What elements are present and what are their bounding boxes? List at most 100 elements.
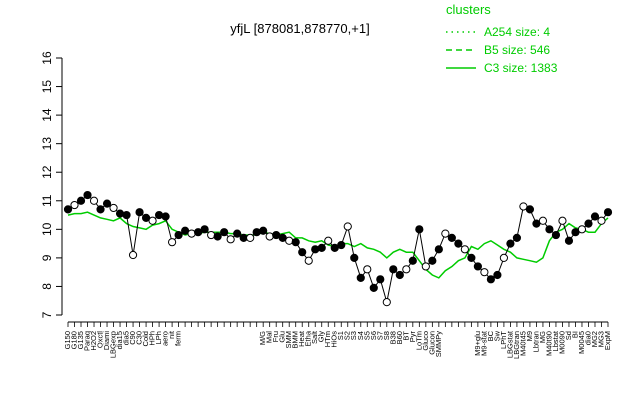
- data-point: [311, 245, 320, 254]
- x-tick-label: HTm: [323, 331, 332, 347]
- data-point: [246, 233, 255, 242]
- y-tick-label: 16: [40, 51, 54, 65]
- x-tick-label: Sd: [564, 331, 573, 340]
- data-point: [486, 275, 495, 284]
- x-tick-label: H2O2: [89, 331, 98, 351]
- x-tick-label: aero: [161, 331, 170, 346]
- x-tick-label: S1: [336, 331, 345, 340]
- x-tick-label: Cold: [141, 331, 150, 346]
- data-point: [89, 196, 99, 205]
- data-point: [356, 273, 365, 282]
- x-tick-label: S6: [369, 331, 378, 340]
- x-tick-label: Etha: [304, 330, 313, 346]
- x-tick-label: M9: [525, 331, 534, 341]
- x-tick-label: nit: [167, 330, 176, 339]
- x-tick-label: Mal: [265, 331, 274, 343]
- data-point: [233, 229, 242, 238]
- x-tick-label: HiOs: [330, 331, 339, 348]
- data-point: [76, 196, 86, 205]
- data-point: [109, 203, 118, 213]
- y-ticks: 7 8 9 10 11 12 13 14 15 16: [40, 51, 62, 318]
- x-tick-label: LBGexp: [109, 331, 118, 358]
- x-tick-label: Paraq: [83, 331, 92, 351]
- data-point: [597, 216, 606, 225]
- data-point: [564, 236, 574, 245]
- x-tick-label: Glu: [278, 331, 287, 343]
- x-tick-label: LoTm: [414, 331, 423, 350]
- data-point: [96, 205, 105, 214]
- x-tick-label: Gluco: [421, 331, 430, 351]
- x-tick-label: S7: [375, 331, 384, 340]
- legend-label-c3: C3 size: 1383: [484, 61, 558, 75]
- data-point: [161, 212, 170, 221]
- x-tick-label: M0045: [577, 331, 586, 354]
- data-point: [350, 253, 359, 262]
- y-tick-label: 10: [40, 222, 54, 236]
- data-point: [102, 199, 112, 208]
- data-point: [577, 225, 587, 234]
- x-tick-label: BMM: [291, 331, 300, 349]
- x-tick-label: Lbstat: [551, 330, 560, 351]
- data-point: [291, 238, 300, 247]
- data-point: [460, 245, 469, 254]
- x-tick-label: M9-stat: [479, 330, 488, 356]
- data-point: [174, 230, 183, 240]
- x-tick-label: Heat: [297, 330, 306, 347]
- data-point: [480, 268, 489, 277]
- data-point: [324, 236, 333, 245]
- x-tick-label: BC: [486, 330, 495, 341]
- data-point: [558, 216, 567, 225]
- x-tick-label: Fru: [271, 331, 280, 342]
- data-point: [512, 233, 522, 242]
- data-point: [499, 253, 509, 262]
- data-point: [454, 239, 463, 248]
- data-point: [467, 253, 476, 262]
- x-tick-label: C90: [128, 331, 137, 345]
- x-tick-label: G150: [63, 331, 72, 349]
- x-tick-label: Lbtran: [531, 331, 540, 352]
- data-point: [382, 298, 391, 307]
- x-tick-label: MG3: [596, 331, 605, 347]
- x-tick-label: ExpM: [603, 331, 612, 350]
- data-point: [148, 216, 157, 225]
- data-point: [220, 228, 229, 237]
- x-tick-label: G135: [76, 331, 85, 349]
- x-tick-label: S8: [382, 331, 391, 340]
- data-point: [285, 236, 294, 245]
- y-tick-label: 11: [40, 194, 54, 207]
- x-tick-label: ferm: [174, 331, 183, 346]
- data-point: [538, 216, 548, 225]
- y-axis: 7 8 9 10 11 12 13 14 15 16: [40, 51, 63, 318]
- x-tick-label: G180: [69, 331, 78, 349]
- legend-label-b5: B5 size: 546: [484, 43, 550, 57]
- x-tick-label: LBGstat: [505, 330, 514, 358]
- data-point: [441, 229, 450, 238]
- data-point: [545, 225, 554, 234]
- y-tick-label: 13: [40, 137, 54, 151]
- x-axis: G150G180G135ParaqH2O2OxctlDiamiLBGexpdia…: [63, 321, 612, 359]
- data-point: [415, 225, 424, 234]
- x-tick-label: LPh: [154, 331, 163, 344]
- data-point: [70, 200, 79, 210]
- x-tick-label: dia15: [115, 331, 124, 349]
- x-tick-label: BT: [401, 331, 410, 341]
- x-tick-label: S2: [343, 331, 352, 340]
- data-point: [428, 256, 437, 265]
- x-tick-label: M40t45: [518, 331, 527, 356]
- data-point: [154, 210, 164, 220]
- data-point: [122, 210, 131, 220]
- x-tick-label: M0090: [557, 331, 566, 354]
- data-point: [376, 275, 385, 284]
- data-point: [167, 238, 177, 247]
- x-tick-label: Sw: [492, 330, 501, 341]
- data-point: [83, 190, 92, 200]
- data-point: [402, 265, 411, 274]
- x-tick-label: Glucon: [427, 331, 436, 355]
- x-tick-label: HPh: [148, 331, 157, 346]
- data-point: [252, 228, 261, 237]
- y-tick-label: 8: [40, 283, 54, 290]
- x-tick-label: Gly: [317, 331, 326, 343]
- x-tick-label: Oxctl: [96, 331, 105, 348]
- data-point: [473, 262, 482, 271]
